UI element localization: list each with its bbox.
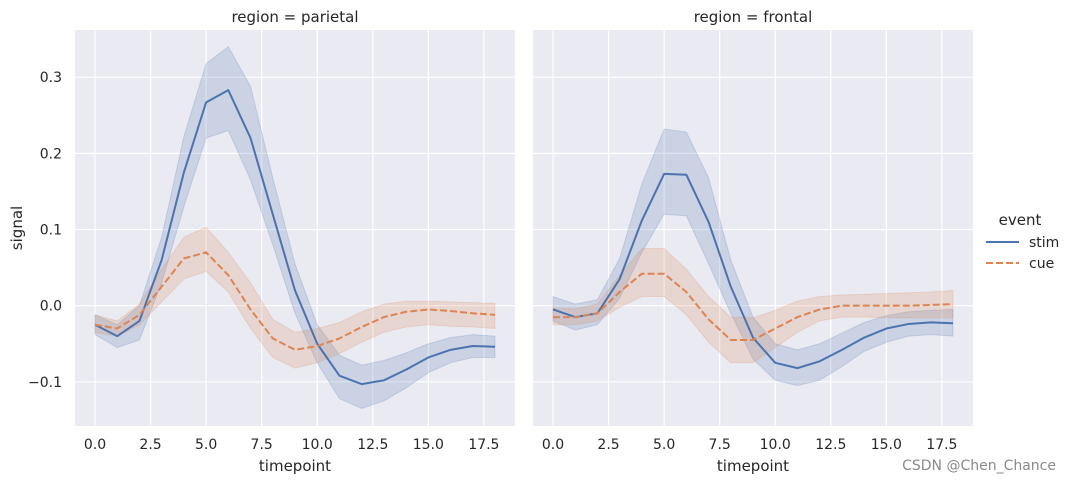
y-tick-label: −0.1 — [28, 375, 62, 391]
x-tick-label: 2.5 — [139, 437, 161, 453]
x-tick-label: 0.0 — [542, 437, 564, 453]
x-tick-label: 10.0 — [302, 437, 333, 453]
y-tick-label: 0.1 — [40, 223, 62, 239]
panel-parietal: 0.0 2.5 5.0 7.5 10.0 12.5 15.0 17.5 −0.1 0.0 0.1 0.… — [28, 8, 515, 453]
x-tick-label: 12.5 — [357, 437, 388, 453]
x-tick-label: 5.0 — [653, 437, 675, 453]
x-tick-label: 17.5 — [468, 437, 499, 453]
panel-title-frontal: region = frontal — [694, 8, 813, 26]
x-tick-label: 12.5 — [815, 437, 846, 453]
x-tick-label: 0.0 — [84, 437, 106, 453]
legend-title: event — [999, 211, 1042, 229]
x-tick-label: 5.0 — [195, 437, 217, 453]
y-tick-label: 0.0 — [40, 299, 62, 315]
x-tick-label: 15.0 — [871, 437, 902, 453]
x-tick-label: 17.5 — [926, 437, 957, 453]
y-axis-label: signal — [8, 206, 26, 250]
panel-frontal: 0.0 2.5 5.0 7.5 10.0 12.5 15.0 17.5 region = fro… — [533, 8, 973, 453]
x-axis-label-frontal: timepoint — [717, 457, 789, 475]
panel-title-parietal: region = parietal — [231, 8, 358, 26]
x-axis-label-parietal: timepoint — [259, 457, 331, 475]
y-tick-label: 0.3 — [40, 70, 62, 86]
x-tick-label: 15.0 — [413, 437, 444, 453]
x-tick-label: 7.5 — [709, 437, 731, 453]
faceted-line-chart: 0.0 2.5 5.0 7.5 10.0 12.5 15.0 17.5 −0.1 0.0 0.1 0.… — [0, 0, 1070, 484]
legend-label-stim: stim — [1029, 235, 1059, 251]
y-tick-label: 0.2 — [40, 146, 62, 162]
plot-area-frontal — [533, 30, 973, 426]
legend: event stim cue — [986, 211, 1059, 272]
x-tick-label: 7.5 — [251, 437, 273, 453]
legend-label-cue: cue — [1029, 256, 1054, 272]
watermark: CSDN @Chen_Chance — [902, 458, 1056, 474]
x-tick-label: 2.5 — [597, 437, 619, 453]
x-tick-label: 10.0 — [760, 437, 791, 453]
